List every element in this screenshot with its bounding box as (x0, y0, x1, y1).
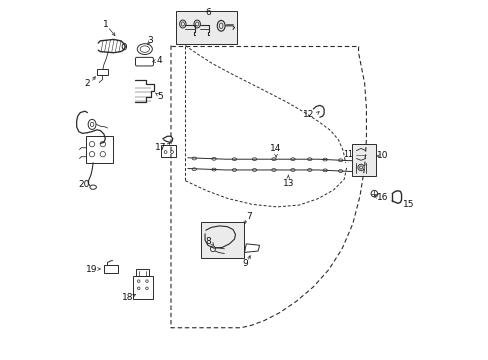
Bar (104, 265, 117, 273)
Text: 9: 9 (242, 259, 247, 268)
Text: 4: 4 (156, 57, 162, 66)
Ellipse shape (323, 169, 326, 172)
Text: 11: 11 (343, 150, 352, 159)
Text: 16: 16 (376, 193, 388, 202)
Ellipse shape (290, 158, 294, 161)
Ellipse shape (323, 158, 326, 161)
Text: 7: 7 (246, 212, 251, 221)
Text: 20: 20 (78, 180, 89, 189)
Text: 3: 3 (147, 36, 153, 45)
Bar (133, 276, 153, 299)
Ellipse shape (192, 168, 196, 171)
Ellipse shape (271, 168, 276, 171)
Ellipse shape (252, 168, 256, 171)
Ellipse shape (219, 23, 223, 28)
Bar (175, 12, 237, 44)
Text: 5: 5 (158, 92, 163, 101)
Bar (136, 269, 148, 276)
Bar (161, 145, 176, 157)
Ellipse shape (232, 168, 236, 171)
Ellipse shape (232, 158, 236, 161)
Text: 19: 19 (86, 265, 98, 274)
Text: 12: 12 (303, 110, 314, 119)
Bar (351, 144, 376, 176)
Ellipse shape (192, 157, 196, 160)
Ellipse shape (211, 157, 216, 160)
Text: 6: 6 (204, 8, 210, 17)
Ellipse shape (271, 158, 276, 161)
Ellipse shape (194, 20, 200, 28)
Ellipse shape (359, 166, 362, 169)
Text: 8: 8 (204, 237, 210, 246)
Bar (86, 136, 113, 163)
Bar (201, 222, 244, 258)
Text: 15: 15 (402, 200, 414, 209)
Ellipse shape (338, 159, 342, 162)
Ellipse shape (217, 21, 224, 31)
Ellipse shape (211, 168, 216, 171)
Ellipse shape (195, 22, 198, 26)
Text: 14: 14 (270, 144, 281, 153)
Text: 13: 13 (282, 179, 293, 188)
Ellipse shape (357, 164, 364, 171)
Text: 18: 18 (122, 293, 133, 302)
Ellipse shape (252, 158, 256, 161)
Ellipse shape (290, 168, 294, 171)
Text: 10: 10 (376, 152, 388, 161)
Text: 2: 2 (84, 80, 90, 89)
Bar (97, 69, 107, 75)
Ellipse shape (307, 158, 311, 161)
Ellipse shape (179, 20, 185, 28)
Ellipse shape (307, 168, 311, 171)
Text: 17: 17 (155, 143, 166, 152)
Ellipse shape (338, 170, 342, 172)
Text: 1: 1 (102, 20, 108, 29)
Ellipse shape (181, 22, 184, 26)
